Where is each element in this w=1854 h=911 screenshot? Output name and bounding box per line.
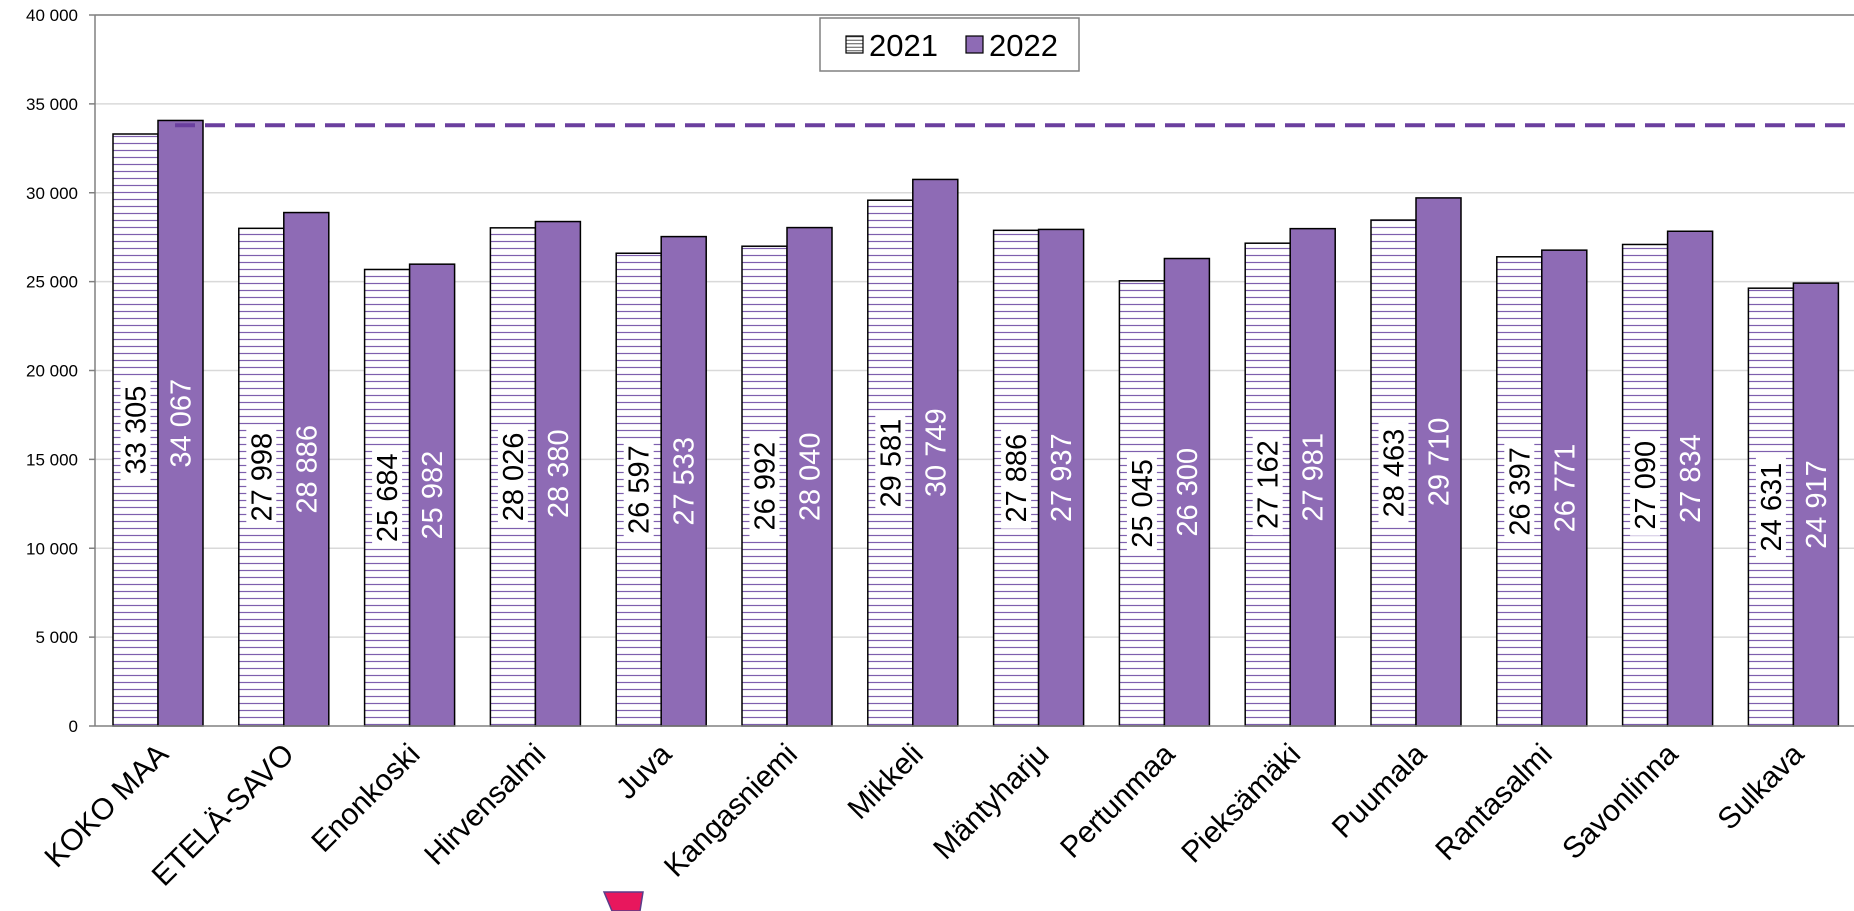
y-tick-label: 40 000	[26, 6, 78, 25]
data-label-2022: 30 749	[920, 408, 952, 497]
data-label-2021: 27 998	[246, 433, 278, 522]
data-label-2021: 33 305	[121, 386, 153, 475]
category-label: KOKO MAA	[38, 738, 175, 875]
data-label-2021: 26 397	[1504, 447, 1536, 536]
bar-2022	[408, 263, 456, 727]
legend: 2021 2022	[819, 17, 1080, 72]
arrow-marker-icon	[602, 891, 644, 911]
data-label-2022: 27 981	[1298, 433, 1330, 522]
data-label-2021: 25 045	[1127, 459, 1159, 548]
data-label-bg	[246, 426, 277, 528]
data-label-bg	[875, 412, 906, 514]
data-label-2021: 27 162	[1253, 440, 1285, 529]
bar-2022	[660, 235, 707, 727]
bar-2022	[786, 226, 833, 727]
data-label-2022: 26 300	[1172, 448, 1204, 537]
y-tick-label: 10 000	[26, 539, 78, 558]
data-label-2022: 28 380	[543, 429, 575, 518]
data-label-2022: 28 886	[291, 425, 323, 514]
category-label: Mäntyharju	[927, 738, 1055, 866]
data-label-2021: 28 463	[1379, 429, 1411, 518]
bar-2022	[1289, 227, 1336, 727]
y-tick-label: 25 000	[26, 273, 78, 292]
data-label-bg	[1126, 452, 1157, 554]
data-label-2021: 27 886	[1001, 434, 1033, 523]
data-label-2021: 29 581	[875, 419, 907, 508]
category-label: Puumala	[1326, 737, 1433, 844]
category-label: Juva	[610, 737, 678, 805]
category-label: Enonkoski	[305, 738, 426, 859]
bar-2022	[1037, 228, 1085, 727]
data-label-bg	[1001, 427, 1032, 529]
y-tick-label: 15 000	[26, 450, 78, 469]
legend-label-2022: 2022	[989, 28, 1058, 63]
legend-swatch-2022	[965, 35, 984, 54]
data-label-bg	[1755, 456, 1786, 558]
data-label-2021: 27 090	[1630, 441, 1662, 530]
category-label: Sulkava	[1712, 737, 1811, 836]
axes: 0 5 000 10 000 15 000 20 000 25 000 30 000 35 0…	[26, 6, 1854, 736]
bar-2022	[912, 178, 959, 727]
y-tick-label: 5 000	[35, 628, 78, 647]
category-label: Savonlinna	[1556, 737, 1685, 866]
bars	[112, 119, 1840, 727]
data-label-2021: 26 992	[750, 442, 782, 531]
bar-2022	[1163, 257, 1211, 727]
category-label: Pertunmaa	[1054, 737, 1181, 864]
data-label-2021: 25 684	[372, 453, 404, 542]
bar-2022	[534, 220, 582, 727]
data-label-bg	[623, 439, 654, 541]
data-label-bg	[1630, 434, 1661, 536]
bar-2022	[1666, 230, 1714, 727]
data-label-2022: 24 917	[1801, 460, 1833, 549]
legend-swatch-2021	[845, 35, 864, 54]
category-label: Kangasniemi	[658, 738, 804, 884]
category-label: Hirvensalmi	[418, 738, 552, 872]
data-label-2022: 27 533	[669, 437, 701, 526]
data-label-2022: 29 710	[1424, 418, 1456, 507]
data-label-2022: 34 067	[166, 379, 198, 468]
data-label-bg	[1504, 440, 1535, 542]
y-tick-label: 20 000	[26, 362, 78, 381]
data-label-bg	[120, 379, 151, 481]
data-label-2021: 26 597	[624, 445, 656, 534]
data-label-2021: 24 631	[1756, 463, 1788, 552]
data-label-2021: 28 026	[498, 433, 530, 522]
data-label-2022: 28 040	[795, 432, 827, 521]
y-tick-label: 0	[69, 717, 78, 736]
bar-2022	[283, 211, 330, 727]
y-tick-label: 35 000	[26, 95, 78, 114]
y-tick-label: 30 000	[26, 184, 78, 203]
legend-label-2021: 2021	[869, 28, 938, 63]
gridlines	[95, 14, 1854, 638]
category-label: Pieksämäki	[1175, 738, 1307, 870]
data-label-bg	[372, 447, 403, 549]
data-label-bg	[1252, 434, 1283, 536]
data-label-2022: 27 937	[1046, 433, 1078, 522]
category-label: Mikkeli	[842, 738, 930, 826]
data-label-bg	[749, 435, 780, 537]
data-label-bg	[1378, 422, 1409, 524]
data-label-2022: 25 982	[417, 451, 449, 540]
data-label-2022: 27 834	[1675, 434, 1707, 523]
data-label-bg	[497, 426, 528, 528]
data-label-2022: 26 771	[1549, 444, 1581, 533]
category-label: Rantasalmi	[1429, 738, 1558, 867]
